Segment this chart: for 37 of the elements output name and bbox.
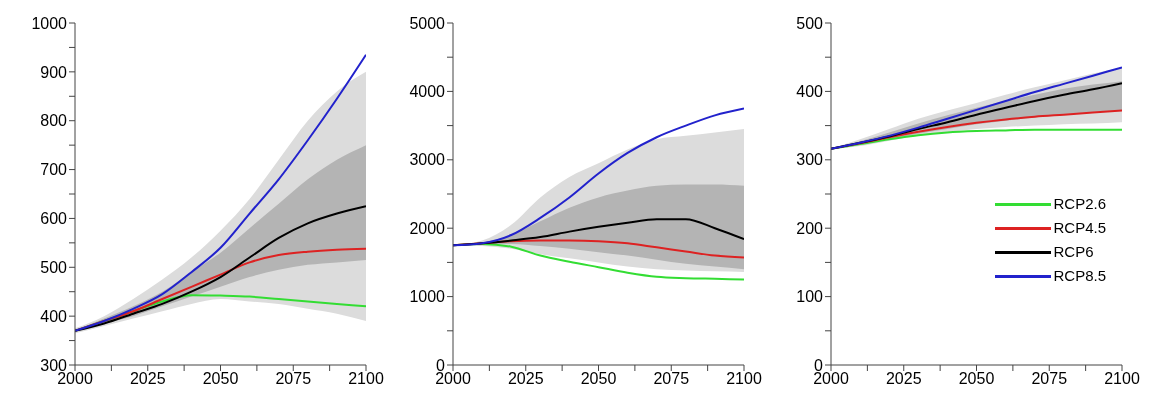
x-tick-label: 2000 bbox=[435, 370, 471, 388]
y-tick-label: 900 bbox=[40, 63, 68, 81]
legend-label: RCP4.5 bbox=[1053, 218, 1106, 238]
x-tick-label: 2025 bbox=[507, 370, 544, 388]
x-tick-label: 2050 bbox=[580, 370, 617, 388]
x-tick-label: 2025 bbox=[129, 370, 166, 388]
x-tick-label: 2100 bbox=[1104, 370, 1140, 388]
y-tick-label: 5000 bbox=[409, 14, 446, 32]
y-tick-label: 100 bbox=[796, 288, 824, 306]
y-tick-label: 1000 bbox=[31, 14, 68, 32]
legend-label: RCP2.6 bbox=[1053, 194, 1106, 214]
y-tick-label: 600 bbox=[40, 210, 68, 228]
y-tick-label: 4000 bbox=[409, 83, 446, 101]
line-series bbox=[453, 107, 744, 247]
y-tick-label: 700 bbox=[40, 161, 68, 179]
y-tick-label: 3000 bbox=[409, 151, 446, 169]
x-tick-label: 2050 bbox=[202, 370, 239, 388]
x-tick-label: 2050 bbox=[958, 370, 995, 388]
y-tick-label: 400 bbox=[796, 83, 824, 101]
legend-label: RCP8.5 bbox=[1053, 266, 1106, 286]
y-tick-label: 400 bbox=[40, 307, 68, 325]
y-tick-label: 200 bbox=[796, 219, 824, 237]
x-tick-label: 2000 bbox=[813, 370, 849, 388]
legend-label: RCP6 bbox=[1053, 242, 1094, 262]
x-tick-label: 2100 bbox=[726, 370, 762, 388]
y-tick-label: 500 bbox=[40, 258, 68, 276]
y-tick-label: 1000 bbox=[409, 288, 446, 306]
x-tick-label: 2025 bbox=[885, 370, 922, 388]
x-tick-label: 2075 bbox=[275, 370, 312, 388]
x-tick-label: 2075 bbox=[653, 370, 690, 388]
y-tick-label: 300 bbox=[796, 151, 824, 169]
y-tick-label: 2000 bbox=[409, 219, 446, 237]
y-tick-label: 500 bbox=[796, 14, 824, 32]
x-tick-label: 2000 bbox=[57, 370, 93, 388]
y-tick-label: 800 bbox=[40, 112, 68, 130]
x-tick-label: 2100 bbox=[348, 370, 384, 388]
x-tick-label: 2075 bbox=[1031, 370, 1068, 388]
